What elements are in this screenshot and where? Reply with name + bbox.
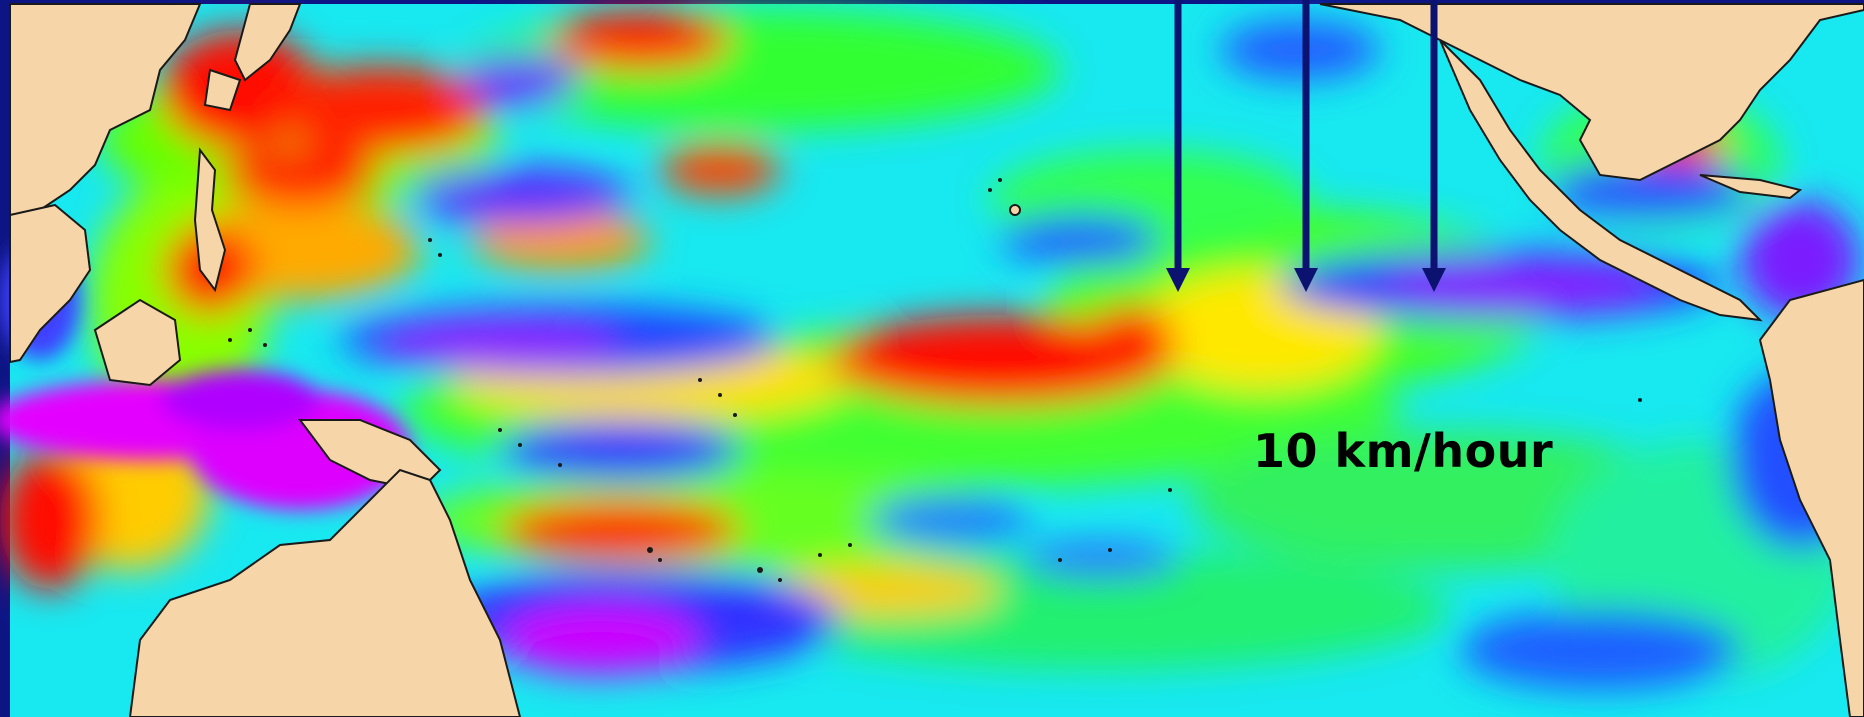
land-masses [9,3,1864,717]
japan-south [203,68,242,112]
japan [233,3,302,82]
hawaii-island [1009,204,1021,216]
philippines [193,147,227,293]
island-markers [228,178,1642,582]
north-america [1319,3,1864,182]
indochina [9,203,92,364]
south-america [1758,278,1864,717]
mexico [1439,39,1763,322]
current-arrows [1166,0,1446,292]
cuba [1699,174,1803,200]
australia [128,468,522,717]
speed-annotation-label: 10 km/hour [1253,424,1554,478]
borneo [93,298,182,387]
